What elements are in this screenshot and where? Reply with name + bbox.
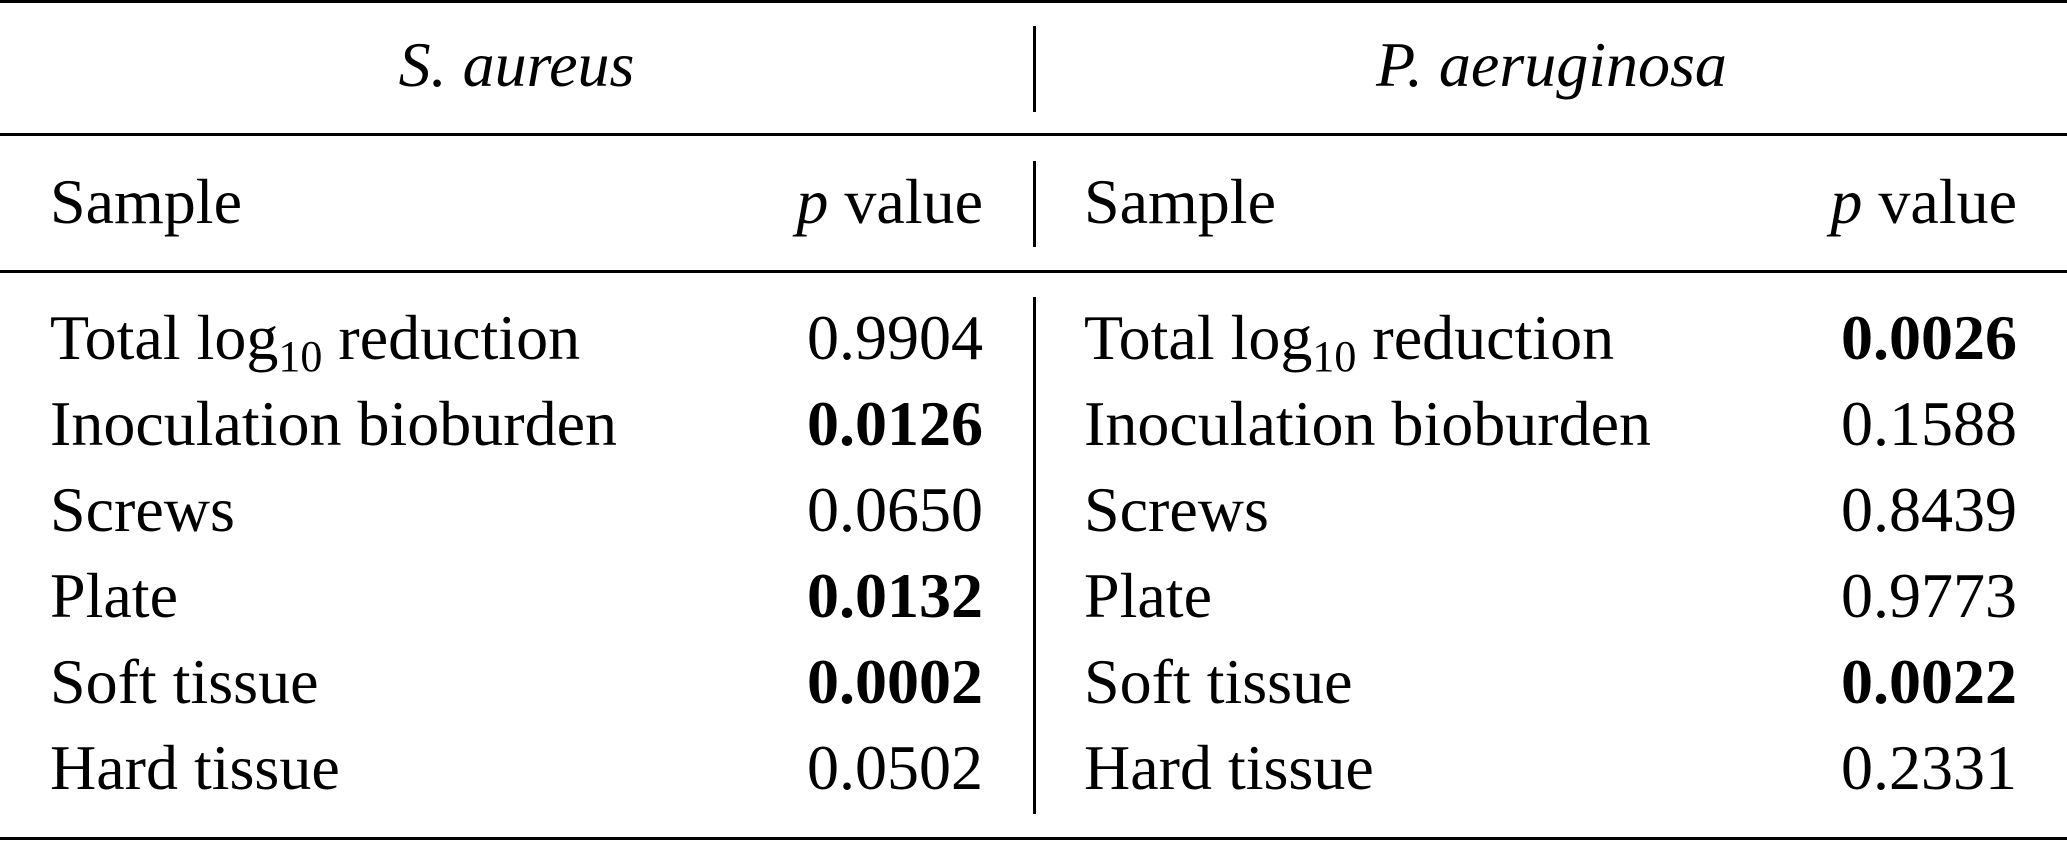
table-row-sample: Inoculation bioburden	[1084, 388, 1651, 459]
sample-label-tail: reduction	[1356, 302, 1615, 373]
table-row-sample: Total log10 reduction	[1084, 306, 1614, 379]
top-rule	[0, 0, 2067, 3]
species-header-s-aureus: S. aureus	[398, 29, 635, 100]
table-row-p-value: 0.8439	[1841, 474, 2017, 545]
table-row-p-value: 0.0132	[807, 560, 983, 631]
table-row-sample: Screws	[1084, 474, 1269, 545]
bottom-rule	[0, 837, 2067, 840]
subscript: 10	[1312, 332, 1357, 381]
table-row-p-value: 0.0126	[807, 388, 983, 459]
column-header-p-value: p value	[796, 170, 983, 234]
column-header-p-value: p value	[1830, 170, 2017, 234]
table-row-sample: Soft tissue	[50, 646, 319, 717]
species-separator	[1033, 26, 1036, 112]
table-row-sample: Plate	[50, 560, 178, 631]
p-symbol: p	[1830, 166, 1863, 237]
table-row-p-value: 0.9904	[807, 302, 983, 373]
table-row-p-value: 0.0650	[807, 474, 983, 545]
table-row-sample: Hard tissue	[1084, 732, 1374, 803]
table-row-sample: Hard tissue	[50, 732, 340, 803]
table-row-sample: Soft tissue	[1084, 646, 1353, 717]
header-separator	[1033, 161, 1036, 247]
table-row-p-value: 0.2331	[1841, 732, 2017, 803]
table-row-sample: Inoculation bioburden	[50, 388, 617, 459]
table-row-p-value: 0.0026	[1841, 302, 2017, 373]
table-row-p-value: 0.9773	[1841, 560, 2017, 631]
p-value-word: value	[828, 166, 983, 237]
header-rule	[0, 270, 2067, 273]
body-separator	[1033, 297, 1036, 814]
species-header-p-aeruginosa: P. aeruginosa	[1376, 29, 1727, 100]
table-row-sample: Screws	[50, 474, 235, 545]
table-row-p-value: 0.0502	[807, 732, 983, 803]
column-header-sample: Sample	[1084, 166, 1276, 237]
species-rule	[0, 133, 2067, 136]
column-header-sample: Sample	[50, 166, 242, 237]
p-symbol: p	[796, 166, 829, 237]
sample-label: Total log	[1084, 302, 1313, 373]
table-row-p-value: 0.0022	[1841, 646, 2017, 717]
table-row-sample: Total log10 reduction	[50, 306, 580, 379]
sample-label: Total log	[50, 302, 279, 373]
subscript: 10	[278, 332, 323, 381]
sample-label-tail: reduction	[322, 302, 581, 373]
table-row-sample: Plate	[1084, 560, 1212, 631]
p-value-word: value	[1862, 166, 2017, 237]
table-row-p-value: 0.0002	[807, 646, 983, 717]
table-row-p-value: 0.1588	[1841, 388, 2017, 459]
